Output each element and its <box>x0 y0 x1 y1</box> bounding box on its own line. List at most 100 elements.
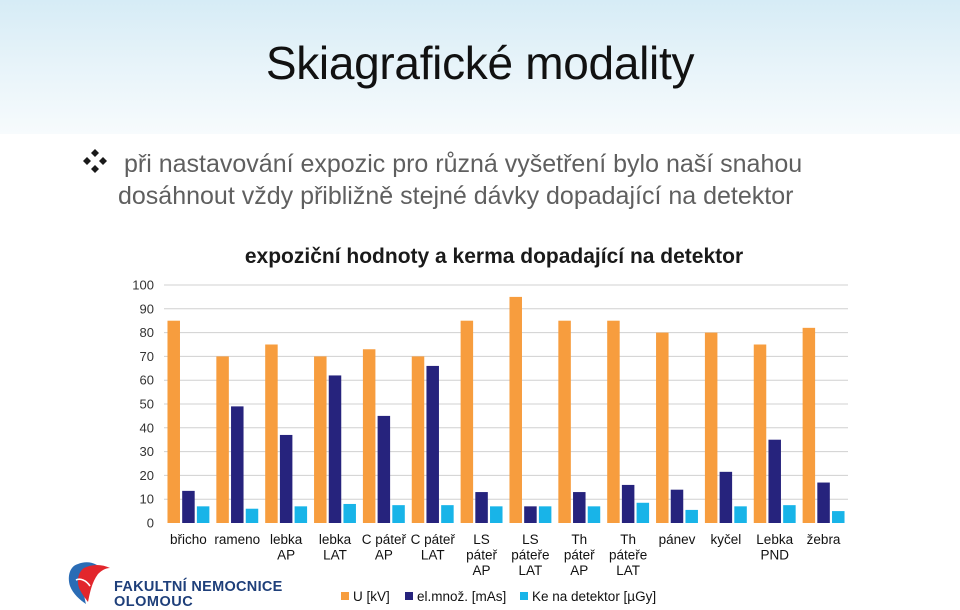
category-label-line: LS <box>473 532 490 547</box>
category-label-line: Th <box>620 532 636 547</box>
bar <box>182 490 195 523</box>
category-label-line: LAT <box>616 563 640 578</box>
slide-title: Skiagrafické modality <box>265 37 695 89</box>
bar <box>411 356 425 523</box>
bar <box>817 482 830 523</box>
bar <box>328 375 342 523</box>
category-label-line: PND <box>760 548 789 563</box>
bar <box>670 489 684 523</box>
category-label: pánev <box>659 532 696 547</box>
bar <box>558 320 571 523</box>
bar <box>538 506 552 523</box>
bar <box>524 506 537 523</box>
category-label: C páteř AP <box>362 532 407 563</box>
category-label: Lebka PND <box>756 532 793 563</box>
y-tick-label: 70 <box>140 349 154 364</box>
category-label-line: páteř <box>564 548 595 563</box>
bar <box>783 505 796 523</box>
y-tick-label: 50 <box>140 397 154 412</box>
bar <box>279 434 293 523</box>
bullet-text: při nastavování expozic pro různá vyšetř… <box>118 148 878 212</box>
category-label: Th páteř AP <box>564 532 595 578</box>
bar <box>460 320 474 523</box>
category-label-line: LAT <box>323 548 347 563</box>
bar <box>490 506 503 523</box>
legend-swatch <box>520 592 528 600</box>
category-label-line: pánev <box>659 532 696 547</box>
bar <box>734 506 747 523</box>
bar <box>656 332 669 523</box>
y-tick-label: 80 <box>140 325 154 340</box>
category-label-line: C páteř <box>362 532 407 547</box>
hospital-logo-icon <box>68 562 110 604</box>
y-tick-label: 20 <box>140 468 154 483</box>
bar <box>832 511 845 523</box>
bar <box>167 320 180 523</box>
legend-swatch <box>405 592 413 600</box>
category-label-line: Lebka <box>756 532 793 547</box>
bar <box>196 506 210 523</box>
category-label-line: LAT <box>519 563 543 578</box>
bar <box>362 349 376 523</box>
y-tick-label: 90 <box>140 301 154 316</box>
bar <box>441 505 454 523</box>
category-label: lebka LAT <box>319 532 352 563</box>
bar <box>621 484 635 523</box>
bar <box>392 505 405 523</box>
bar <box>294 506 308 523</box>
category-label-line: C páteř <box>411 532 456 547</box>
bar <box>426 365 439 523</box>
category-label: C páteř LAT <box>411 532 456 563</box>
y-tick-label: 100 <box>132 278 154 293</box>
y-tick-label: 10 <box>140 492 154 507</box>
bar <box>377 415 391 523</box>
bar <box>343 503 356 523</box>
four-diamond-bullet-icon <box>83 149 107 173</box>
bar <box>573 492 586 523</box>
bar <box>245 508 259 523</box>
bar <box>802 327 816 523</box>
bar <box>704 332 718 523</box>
bar <box>475 492 488 523</box>
category-label: břicho <box>170 532 207 547</box>
category-label-line: AP <box>570 563 588 578</box>
chart-title: expoziční hodnoty a kerma dopadající na … <box>245 245 743 268</box>
category-label-line: lebka <box>319 532 352 547</box>
category-label: lebka AP <box>270 532 303 563</box>
bar <box>314 356 327 523</box>
legend-label: el.množ. [mAs] <box>417 589 506 604</box>
bar <box>636 502 650 523</box>
exposure-bar-chart: expoziční hodnoty a kerma dopadající na … <box>132 245 848 604</box>
logo-text-line-1: FAKULTNÍ NEMOCNICE <box>114 579 283 595</box>
legend-swatch <box>341 592 349 600</box>
category-label: LS páteř AP <box>466 532 497 578</box>
category-label-line: LS <box>522 532 539 547</box>
bar <box>719 471 733 523</box>
category-label: Th páteře LAT <box>609 532 647 578</box>
y-tick-label: 0 <box>147 516 154 531</box>
category-label-line: AP <box>277 548 295 563</box>
category-label: kyčel <box>710 532 741 547</box>
bar <box>607 320 620 523</box>
y-tick-label: 30 <box>140 444 154 459</box>
bar <box>685 509 698 523</box>
category-label-line: AP <box>473 563 491 578</box>
bar <box>768 439 781 523</box>
category-label-line: LAT <box>421 548 445 563</box>
bar <box>587 506 601 523</box>
legend-label: Ke na detektor [µGy] <box>532 589 656 604</box>
bar <box>216 356 229 523</box>
legend-label: U [kV] <box>353 589 390 604</box>
category-label-line: páteř <box>466 548 497 563</box>
category-label: rameno <box>214 532 260 547</box>
bar <box>509 296 522 523</box>
category-label-line: páteře <box>511 548 549 563</box>
logo-text-line-2: OLOMOUC <box>114 594 194 610</box>
category-label-line: Th <box>571 532 587 547</box>
y-tick-label: 60 <box>140 373 154 388</box>
category-label-line: kyčel <box>710 532 741 547</box>
category-label-line: rameno <box>214 532 260 547</box>
category-label-line: žebra <box>807 532 841 547</box>
category-label: LS páteře LAT <box>511 532 549 578</box>
bullet-line-2: dosáhnout vždy přibližně stejné dávky do… <box>118 182 794 210</box>
